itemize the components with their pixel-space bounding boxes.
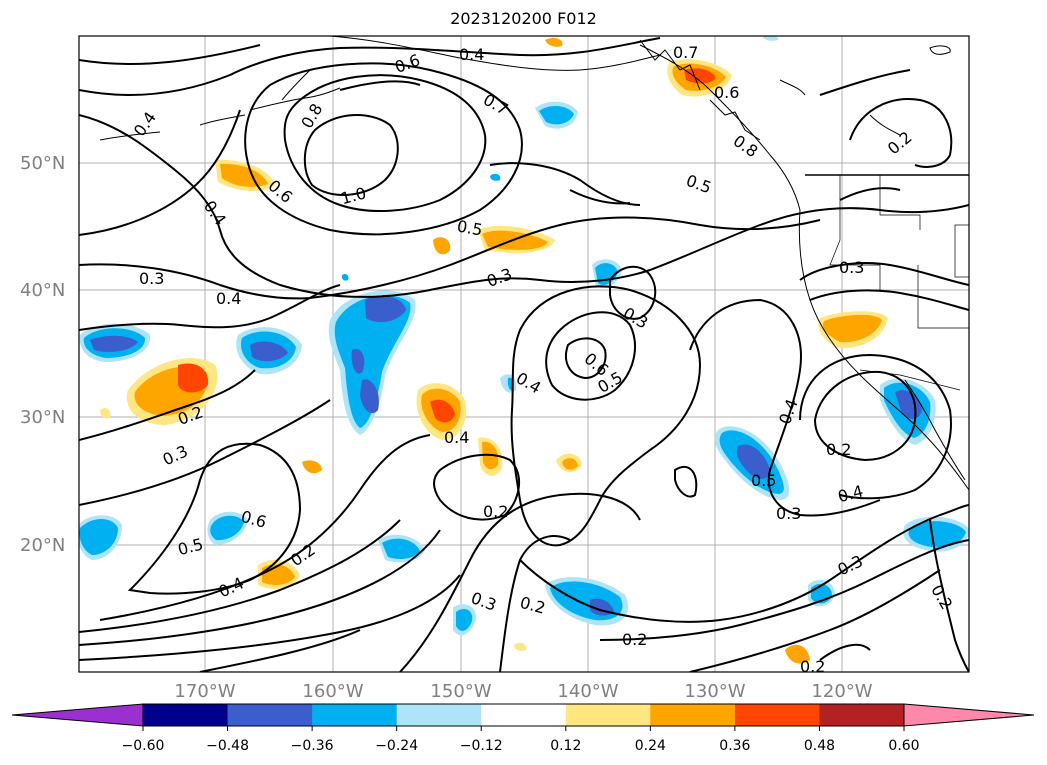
lon-label: 140°W — [557, 681, 618, 702]
lat-label: 40°N — [20, 280, 65, 301]
anomaly-shading — [79, 36, 969, 664]
colorbar-cell — [143, 704, 229, 726]
colorbar-extend-high — [903, 703, 1035, 727]
contour-label: 0.7 — [673, 43, 698, 62]
lat-label: 50°N — [20, 153, 65, 174]
map-title: 2023120200 F012 — [450, 9, 597, 28]
lon-label: 160°W — [302, 681, 363, 702]
colorbar-cell — [227, 704, 313, 726]
contour-label: 0.3 — [776, 504, 801, 523]
contour-lines — [79, 37, 969, 672]
colorbar-tick-label: −0.36 — [291, 738, 334, 754]
colorbar-tick-label: −0.48 — [206, 738, 249, 754]
colorbar-tick-label: 0.12 — [550, 738, 581, 754]
map-area: 0.4 0.8 0.7 0.6 0.7 0.6 0.4 0.8 1.0 0.6 … — [79, 36, 969, 676]
colorbar-tick-label: −0.12 — [460, 738, 503, 754]
lon-label: 130°W — [684, 681, 745, 702]
longitude-labels: 170°W 160°W 150°W 140°W 130°W 120°W — [174, 681, 872, 702]
contour-label: 0.5 — [456, 216, 484, 239]
colorbar-tick-label: 0.48 — [804, 738, 835, 754]
contour-label: 0.4 — [459, 45, 484, 64]
contour-label: 0.2 — [622, 630, 647, 649]
colorbar-cell — [481, 704, 567, 726]
contour-label: 0.5 — [751, 471, 776, 490]
colorbar-cell — [819, 704, 905, 726]
lon-label: 150°W — [430, 681, 491, 702]
contour-label: 0.3 — [139, 269, 164, 288]
colorbar-tick-label: 0.24 — [635, 738, 666, 754]
colorbar-cell — [650, 704, 736, 726]
contour-label: 0.2 — [800, 657, 825, 676]
colorbar-tick-label: 0.60 — [888, 738, 919, 754]
lon-label: 120°W — [811, 681, 872, 702]
contour-label: 0.4 — [444, 428, 469, 447]
colorbar-tick-label: −0.24 — [375, 738, 418, 754]
coastlines — [99, 36, 969, 491]
colorbar-cell — [565, 704, 651, 726]
colorbar-tick-label: −0.60 — [122, 738, 165, 754]
contour-label: 0.3 — [839, 258, 864, 277]
map-frame — [78, 35, 970, 673]
contour-label: 0.2 — [483, 502, 508, 521]
lat-label: 20°N — [20, 535, 65, 556]
colorbar-cell — [396, 704, 482, 726]
lat-label: 30°N — [20, 407, 65, 428]
latitude-labels: 50°N 40°N 30°N 20°N — [20, 153, 65, 556]
colorbar-extend-low — [11, 703, 144, 727]
colorbar: −0.60 −0.48 −0.36 −0.24 −0.12 0.12 0.24 0.36 0.4… — [11, 703, 1035, 754]
contour-label: 0.2 — [826, 440, 851, 459]
contour-label: 0.4 — [216, 289, 241, 308]
colorbar-tick-label: 0.36 — [719, 738, 750, 754]
colorbar-cell — [734, 704, 820, 726]
contour-label: 0.6 — [714, 83, 739, 102]
colorbar-cell — [312, 704, 398, 726]
lon-label: 170°W — [174, 681, 235, 702]
